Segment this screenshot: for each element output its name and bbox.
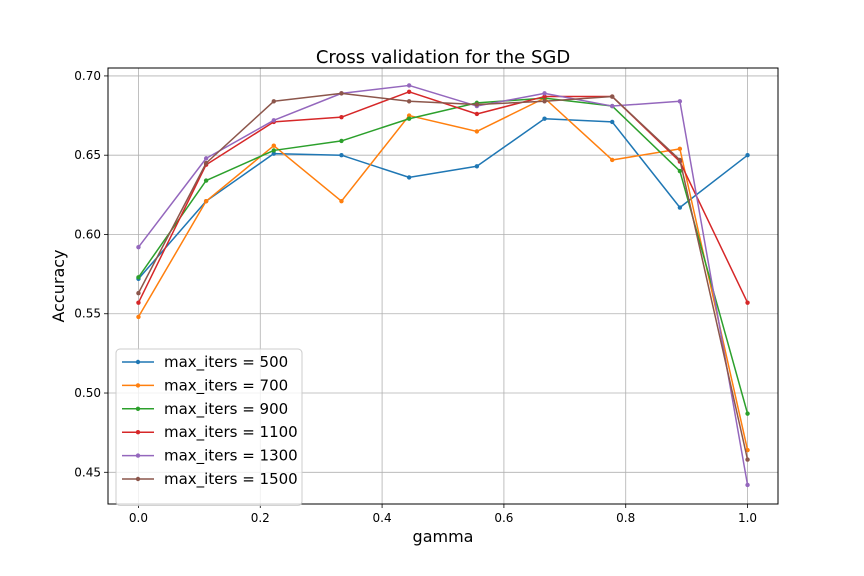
data-point xyxy=(677,205,683,210)
x-tick-label: 0.2 xyxy=(251,511,270,525)
legend: max_iters = 500 max_iters = 700 max_iters … xyxy=(115,348,303,506)
legend-marker xyxy=(135,476,141,482)
data-point xyxy=(745,411,750,416)
series-group xyxy=(136,83,750,488)
data-point xyxy=(745,153,750,158)
data-point xyxy=(406,89,412,94)
data-point xyxy=(610,103,615,109)
series-line xyxy=(137,117,749,280)
y-tick-label: 0.45 xyxy=(74,465,101,479)
series-line xyxy=(137,92,749,460)
data-point xyxy=(136,244,141,250)
data-point xyxy=(677,99,683,104)
y-tick-label: 0.50 xyxy=(74,386,101,400)
data-point xyxy=(542,94,547,99)
data-point xyxy=(745,457,750,462)
x-tick-label: 1.0 xyxy=(738,511,757,525)
data-point xyxy=(339,153,344,158)
data-point xyxy=(339,91,344,96)
data-point xyxy=(406,99,412,104)
data-point xyxy=(271,151,276,156)
legend-label: max_iters = 1100 xyxy=(164,423,298,442)
legend-label: max_iters = 900 xyxy=(164,400,288,419)
legend-item: max_iters = 1500 xyxy=(122,470,298,489)
legend-item: max_iters = 500 xyxy=(122,353,288,372)
chart-title: Cross validation for the SGD xyxy=(316,47,570,68)
data-point xyxy=(271,99,276,104)
series-line xyxy=(137,97,749,414)
legend-item: max_iters = 1100 xyxy=(122,423,298,442)
legend-marker xyxy=(135,359,141,365)
data-point xyxy=(406,175,412,180)
data-point xyxy=(136,290,141,296)
data-point xyxy=(136,275,141,280)
y-tick-label: 0.60 xyxy=(74,227,101,241)
data-point xyxy=(203,198,209,204)
legend-box xyxy=(115,348,303,506)
data-point xyxy=(339,138,344,144)
y-axis-label: Accuracy xyxy=(49,249,68,322)
plot-frame xyxy=(107,67,779,505)
data-point xyxy=(203,156,209,161)
data-point xyxy=(406,116,412,121)
series-line xyxy=(137,84,749,486)
data-point xyxy=(745,482,750,488)
data-point xyxy=(203,178,209,183)
legend-item: max_iters = 1300 xyxy=(122,447,298,466)
data-point xyxy=(406,83,412,88)
data-point xyxy=(136,314,141,320)
series-0 xyxy=(136,116,750,282)
data-point xyxy=(677,146,683,152)
data-point xyxy=(677,157,683,163)
legend-label: max_iters = 500 xyxy=(164,353,288,372)
x-tick-label: 0.6 xyxy=(494,511,513,525)
legend-marker xyxy=(135,453,141,458)
data-point xyxy=(406,113,412,118)
data-point xyxy=(474,111,480,117)
data-point xyxy=(339,198,344,204)
legend-label: max_iters = 700 xyxy=(164,376,288,395)
legend-marker xyxy=(135,383,141,388)
x-tick-label: 0.4 xyxy=(373,511,392,525)
data-point xyxy=(745,447,750,453)
data-point xyxy=(610,119,615,125)
data-point xyxy=(542,116,547,121)
y-tick-label: 0.65 xyxy=(74,148,101,162)
x-axis-label: gamma xyxy=(413,527,474,546)
axes-ticks: 0.0 0.2 0.4 0.6 0.8 1.0 0.45 0.50 0.55 0.60 0.65 0.… xyxy=(74,69,757,525)
legend-label: max_iters = 1300 xyxy=(164,447,298,466)
data-point xyxy=(271,148,276,153)
data-point xyxy=(745,300,750,305)
data-point xyxy=(203,160,209,166)
data-point xyxy=(136,300,141,305)
data-point xyxy=(271,143,276,148)
data-point xyxy=(677,168,683,174)
y-tick-label: 0.70 xyxy=(74,69,101,83)
data-point xyxy=(271,118,276,123)
x-tick-label: 0.8 xyxy=(616,511,635,525)
x-tick-label: 0.0 xyxy=(129,511,148,525)
series-line xyxy=(137,97,749,451)
legend-marker xyxy=(135,406,141,411)
data-point xyxy=(610,157,615,163)
data-point xyxy=(610,94,615,99)
y-tick-label: 0.55 xyxy=(74,307,101,321)
series-5 xyxy=(136,91,750,462)
legend-marker xyxy=(135,430,141,435)
data-point xyxy=(474,102,480,107)
data-point xyxy=(474,164,480,169)
data-point xyxy=(474,129,480,134)
data-point xyxy=(542,91,547,96)
legend-item: max_iters = 900 xyxy=(122,400,288,419)
legend-label: max_iters = 1500 xyxy=(164,470,298,489)
legend-item: max_iters = 700 xyxy=(122,376,288,395)
data-point xyxy=(339,114,344,120)
data-point xyxy=(542,99,547,104)
